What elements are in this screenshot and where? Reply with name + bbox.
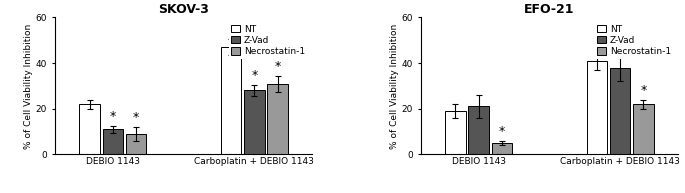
Title: SKOV-3: SKOV-3: [158, 3, 209, 16]
Bar: [103, 129, 123, 154]
Bar: [245, 91, 264, 154]
Bar: [126, 134, 146, 154]
Bar: [445, 111, 466, 154]
Text: *: *: [133, 111, 139, 124]
Legend: NT, Z-Vad, Necrostatin-1: NT, Z-Vad, Necrostatin-1: [229, 22, 308, 59]
Bar: [221, 47, 241, 154]
Bar: [492, 143, 512, 154]
Y-axis label: % of Cell Viability Inhibition: % of Cell Viability Inhibition: [390, 23, 399, 148]
Bar: [610, 68, 630, 154]
Bar: [267, 84, 288, 154]
Legend: NT, Z-Vad, Necrostatin-1: NT, Z-Vad, Necrostatin-1: [595, 22, 673, 59]
Text: *: *: [251, 69, 258, 82]
Text: *: *: [110, 110, 116, 123]
Y-axis label: % of Cell Viability Inhibition: % of Cell Viability Inhibition: [24, 23, 33, 148]
Bar: [633, 104, 653, 154]
Title: EFO-21: EFO-21: [524, 3, 575, 16]
Text: *: *: [499, 125, 505, 138]
Text: *: *: [640, 84, 647, 97]
Bar: [469, 106, 488, 154]
Bar: [587, 61, 607, 154]
Bar: [79, 104, 100, 154]
Text: *: *: [275, 60, 281, 73]
